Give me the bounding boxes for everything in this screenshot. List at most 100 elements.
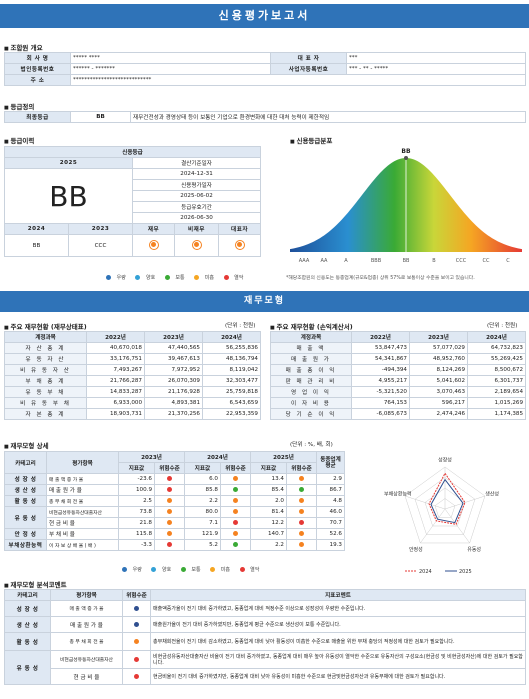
legend-item: 우량 [122,567,146,573]
detail-risk [286,473,317,485]
comment-item: 현 금 비 율 [50,668,123,685]
detail-sub-risk: 위험수준 [154,462,185,474]
biz-number-label: 사업자등록번호 [270,63,347,75]
valid-period-value: 2026-06-30 [131,212,262,224]
status-dot-icon [148,239,159,250]
detail-avg: 2.9 [316,473,345,485]
income-unit: (단위 : 천원) [487,323,518,329]
account-value: 26,070,309 [144,375,203,387]
account-value: 6,933,000 [86,397,145,409]
comment-section-title: 재무모형 분석코멘트 [4,579,66,589]
detail-item: 매 출 원 가 율 [46,484,119,496]
account-value: 33,176,751 [86,353,145,365]
risk-dot-icon [167,509,172,514]
col-2023: 2023 [68,223,133,235]
detail-risk [286,484,317,496]
risk-dot-icon [233,542,238,547]
big-grade: BB [4,168,133,224]
corp-number-value: ****** - ******* [70,63,271,75]
account-value: 7,972,952 [144,364,203,376]
grade-history-table: 신용등급 2025 결산기준일자 BB 2024-12-31 신용평가일자 20… [3,146,262,257]
detail-header-year: 2025년 [250,451,317,463]
report-title: 신용평가보고서 [218,9,311,22]
radar-axis-label: 안정성 [409,546,423,553]
detail-value: 2.2 [250,539,287,551]
grade-description: 재무건전성과 경영상태 등이 보통인 기업으로 환경변화에 대한 대처 능력이 … [130,111,526,123]
radar-axis [404,495,446,510]
finance-banner: 재무모형 [0,291,529,312]
detail-value: 80.0 [184,506,221,518]
account-name: 매 출 총 이 익 [270,364,352,376]
fin-header: 2024년 [467,331,526,343]
detail-risk [154,539,185,551]
table-row: 2024 2023 재무 비재무 대표자 [4,223,262,235]
detail-risk [220,484,251,496]
radar-axis-label: 유동성 [467,546,481,553]
detail-risk [286,539,317,551]
radar-axis-label: 성장성 [438,456,452,463]
comment-category: 성 장 성 [4,600,51,617]
income-section-title: 주요 재무현황 (손익계산서) [270,321,352,331]
detail-value: 6.0 [184,473,221,485]
risk-dot-icon [299,476,304,481]
risk-dot-icon [299,487,304,492]
final-grade-label: 최종등급 [4,111,71,123]
detail-category: 안 정 성 [4,528,47,540]
account-value: 2,189,654 [467,386,526,398]
risk-dot-icon [299,542,304,547]
grade-def-table: 최종등급 BB 재무건전성과 경영상태 등이 보통인 기업으로 환경변화에 대한… [4,111,526,123]
risk-dot-icon [233,476,238,481]
eval-date-label: 신용평가일자 [131,179,262,191]
detail-value: -23.6 [118,473,155,485]
account-value: 8,124,269 [409,364,468,376]
table-row: 자 본 총 계 18,903,731 21,370,256 22,953,359 [4,408,261,420]
account-value: 56,255,836 [202,342,261,354]
union-table: 회 사 명 ***** **** 대 표 자 *** 법인등록번호 ******… [4,52,526,86]
table-row: 계정과목 2022년 2023년 2024년 [4,331,261,343]
detail-value: 5.2 [184,539,221,551]
radar-legend-label: 2024 [419,569,432,575]
comment-risk [122,600,151,617]
legend-item: 보통 [180,567,205,573]
table-row: 당 기 순 이 익 -6,085,673 2,474,246 1,174,385 [270,408,526,420]
settle-date-label: 결산기준일자 [131,157,262,169]
ceo-status [217,234,262,257]
detail-value: 100.9 [118,484,155,496]
grade-history-section-title: 등급이력 [4,135,34,145]
detail-item: 현 금 비 율 [46,517,119,529]
account-name: 당 기 순 이 익 [270,408,352,420]
account-value: 21,370,256 [144,408,203,420]
account-name: 매 출 원 가 [270,353,352,365]
account-value: 54,341,867 [351,353,410,365]
detail-risk [220,506,251,518]
legend-item: 우량 [106,275,130,281]
risk-dot-icon [233,531,238,536]
grade-2024: BB [4,234,69,257]
account-value: 53,847,473 [351,342,410,354]
radar-grid [414,477,476,535]
detail-category: 생 산 성 [4,484,47,496]
account-value: 1,015,269 [467,397,526,409]
detail-risk [286,517,317,529]
detail-header-item: 평가항목 [46,451,119,474]
eval-date-value: 2025-06-02 [131,190,262,202]
risk-dot-icon [167,542,172,547]
account-value: 40,670,018 [86,342,145,354]
comment-category: 생 산 성 [4,616,51,633]
radar-axis [420,508,446,544]
detail-risk [154,473,185,485]
account-value: 55,269,425 [467,353,526,365]
detail-risk [220,539,251,551]
comment-risk [122,632,151,651]
detail-avg: 70.7 [316,517,345,529]
grade-def-section-title: 등급정의 [4,101,34,111]
account-value: 25,759,818 [202,386,261,398]
grade-history-header: 신용등급 [3,146,262,158]
account-name: 비 유 동 부 채 [4,397,87,409]
account-value: 3,070,463 [409,386,468,398]
detail-value: 73.8 [118,506,155,518]
